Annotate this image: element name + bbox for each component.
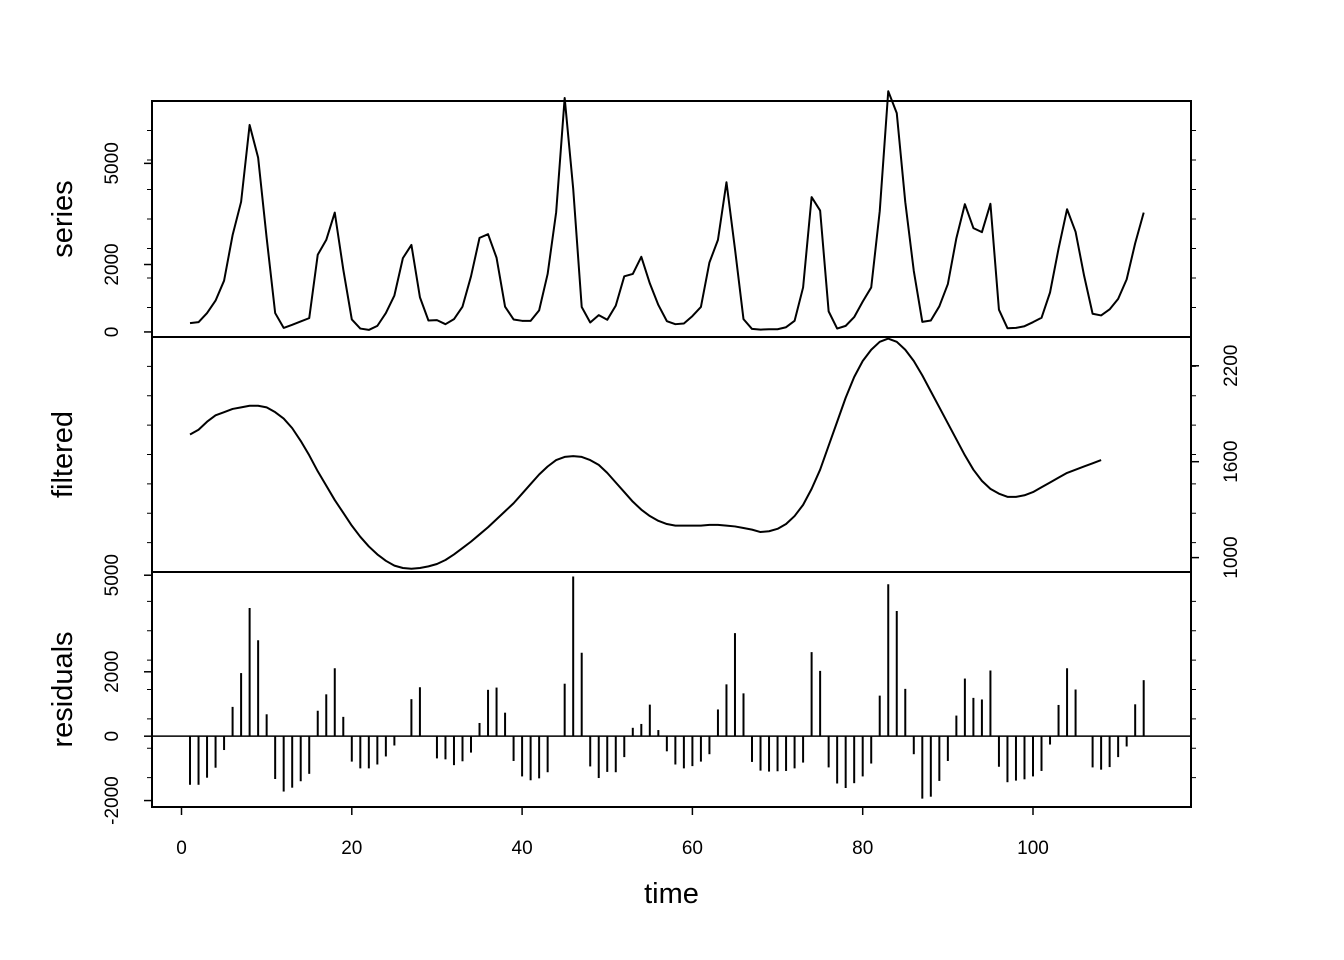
x-axis: 0 20 40 60 80 100 — [176, 807, 1049, 859]
series-ytick-label: 2000 — [102, 243, 123, 285]
residuals-frame — [151, 571, 1192, 808]
x-tick-label: 100 — [1017, 838, 1049, 859]
series-ytick-label: 0 — [102, 327, 123, 338]
x-tick-label: 20 — [341, 838, 362, 859]
residuals-ytick-label: 0 — [102, 731, 123, 742]
x-tick-label: 40 — [512, 838, 533, 859]
series-axis-title: series — [47, 180, 79, 257]
series-panel: 0 2000 5000 series — [47, 90, 1196, 338]
residuals-axis-title: residuals — [47, 631, 79, 747]
x-tick-label: 60 — [682, 838, 703, 859]
filtered-panel: 1000 1600 2200 filtered — [47, 336, 1242, 579]
filtered-axis-title: filtered — [47, 411, 79, 498]
panels-group: 0 2000 5000 series 1000 1600 2200 filtered -2000… — [47, 90, 1242, 825]
x-tick-label: 0 — [176, 838, 187, 859]
series-ytick-label: 5000 — [102, 142, 123, 184]
residuals-panel: -2000 0 2000 5000 residuals — [47, 554, 1196, 825]
filtered-ytick-label: 2200 — [1221, 345, 1242, 387]
x-tick-label: 80 — [852, 838, 873, 859]
filtered-line — [189, 337, 1102, 570]
x-axis-title: time — [644, 878, 699, 910]
series-line — [189, 90, 1145, 331]
residuals-ytick-label: -2000 — [102, 776, 123, 825]
filtered-ytick-label: 1600 — [1221, 441, 1242, 483]
residuals-ytick-label: 5000 — [102, 554, 123, 596]
residuals-ytick-label: 2000 — [102, 651, 123, 693]
filtered-ytick-label: 1000 — [1221, 536, 1242, 578]
series-frame — [151, 100, 1192, 338]
